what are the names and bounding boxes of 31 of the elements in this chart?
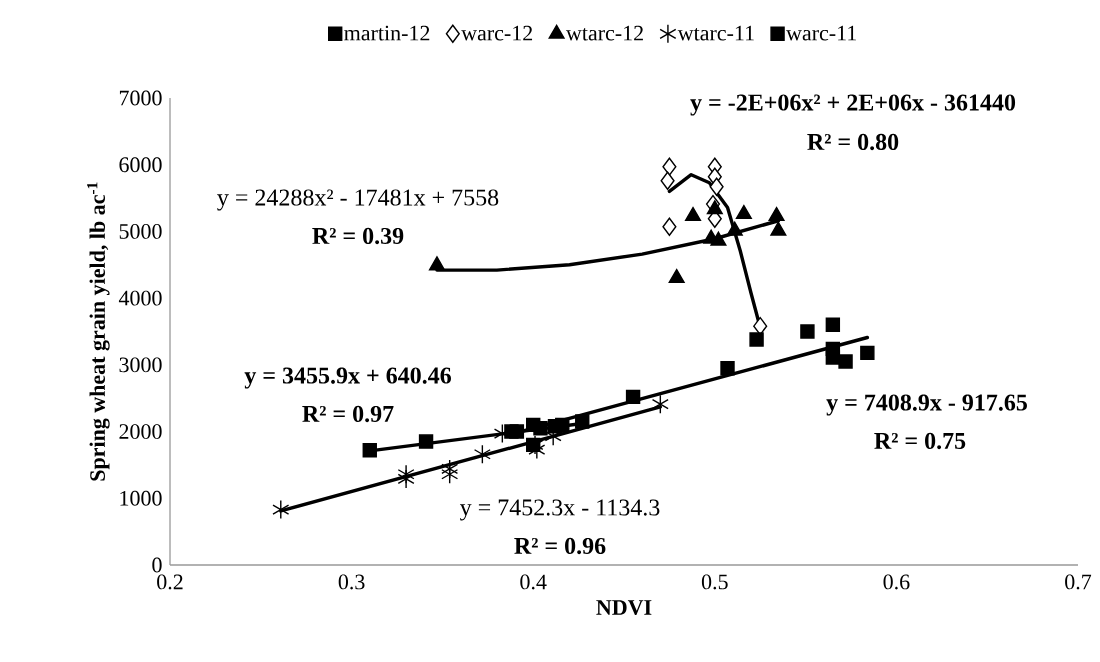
legend-label: warc-11 xyxy=(786,25,856,41)
x-tick-label: 0.2 xyxy=(157,574,183,590)
legend-label: martin-12 xyxy=(344,25,430,41)
x-tick-label: 0.7 xyxy=(1065,574,1092,590)
annotation: y = 24288x² - 17481x + 7558 xyxy=(217,189,499,211)
y-tick-label: 4000 xyxy=(118,290,162,306)
annotation: R² = 0.96 xyxy=(514,537,606,555)
legend-label: warc-12 xyxy=(461,25,533,41)
y-tick-label: 1000 xyxy=(120,490,162,506)
annotation: y = -2E+06x² + 2E+06x - 361440 xyxy=(690,94,1016,116)
legend-label: wtarc-12 xyxy=(565,25,643,41)
annotation: y = 7408.9x - 917.65 xyxy=(826,394,1027,416)
x-tick-label: 0.6 xyxy=(883,574,910,590)
x-tick-label: 0.4 xyxy=(520,574,547,590)
y-tick-label: 0 xyxy=(152,557,162,573)
y-tick-label: 3000 xyxy=(119,357,162,373)
annotation: R² = 0.75 xyxy=(874,432,966,450)
legend-label: wtarc-11 xyxy=(677,25,754,41)
y-axis-title: Spring wheat grain yield, lb ac$^{-1}$ xyxy=(87,182,110,481)
annotation: R² = 0.97 xyxy=(302,405,394,423)
annotation: R² = 0.80 xyxy=(807,133,899,151)
annotation: R² = 0.39 xyxy=(312,227,404,245)
y-tick-label: 7000 xyxy=(119,90,162,106)
annotation: y = 3455.9x + 640.46 xyxy=(244,367,451,389)
annotation: y = 7452.3x - 1134.3 xyxy=(459,499,660,521)
x-tick-label: 0.5 xyxy=(701,574,728,590)
x-tick-label: 0.3 xyxy=(338,574,365,590)
y-tick-label: 6000 xyxy=(119,157,162,173)
y-tick-label: 5000 xyxy=(119,224,162,239)
x-axis-title: NDVI xyxy=(596,600,652,616)
y-tick-label: 2000 xyxy=(119,424,162,439)
